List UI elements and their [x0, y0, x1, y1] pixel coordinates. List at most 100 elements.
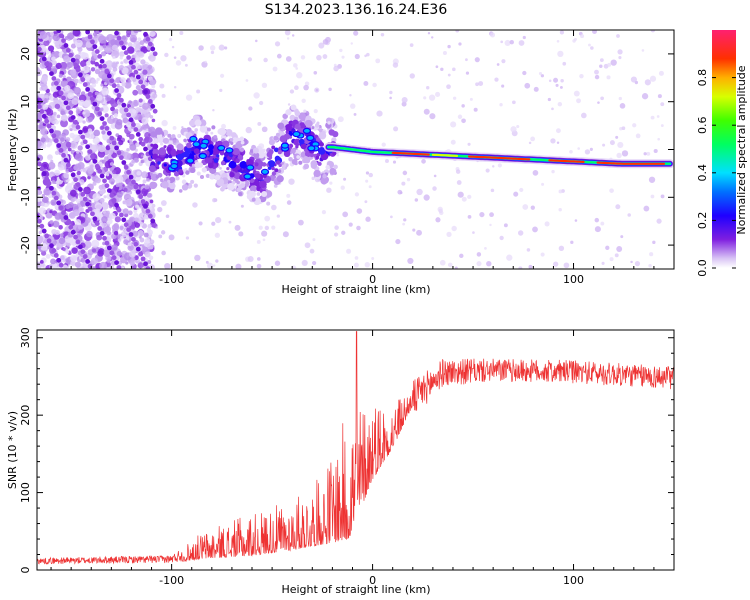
spectrogram-noise-blob	[296, 72, 303, 79]
spectrogram-alias-stripe	[97, 168, 103, 174]
spectrogram-noise-blob	[657, 137, 660, 141]
spectrogram-noise-blob	[258, 225, 263, 230]
spectrogram-noise-blob	[512, 100, 516, 105]
spectrogram-noise-blob	[497, 163, 502, 168]
spectrogram-noise-blob	[94, 66, 98, 70]
spectrogram-alias-stripe	[106, 130, 112, 136]
spectrogram-noise-blob	[107, 149, 114, 155]
spectrogram-noise-blob	[385, 158, 389, 163]
spectrogram-signal-blob	[282, 166, 286, 170]
spectrogram-signal-blob	[240, 161, 247, 168]
spectrogram-noise-blob	[127, 42, 133, 48]
spectrogram-alias-stripe	[75, 182, 81, 187]
spectrogram-signal-blob	[177, 133, 181, 137]
spectrogram-noise-blob	[76, 170, 81, 176]
spectrogram-noise-blob	[198, 45, 204, 51]
spectrogram-noise-blob	[556, 141, 560, 144]
spectrogram-noise-blob	[304, 242, 311, 249]
spectrogram-alias-stripe	[150, 103, 156, 109]
spectrogram-signal-blob	[158, 147, 167, 156]
spectrogram-noise-blob	[256, 240, 261, 244]
spectrogram-noise-blob	[474, 57, 480, 63]
spectrogram-alias-stripe	[53, 253, 59, 258]
spectrogram-alias-stripe	[75, 124, 81, 130]
spectrogram-noise-blob	[516, 125, 520, 129]
spectrogram-alias-stripe	[111, 197, 117, 203]
spectrogram-noise-blob	[573, 90, 580, 97]
spectrogram-noise-blob	[46, 143, 51, 148]
spectrogram-noise-blob	[192, 202, 198, 208]
spectrogram-signal-blob	[319, 142, 324, 147]
spectrogram-alias-stripe	[73, 177, 78, 183]
spectrogram-alias-stripe	[116, 35, 122, 41]
spectrogram-noise-blob	[426, 86, 430, 90]
spectrogram-alias-stripe	[80, 134, 86, 140]
spectrogram-signal-blob	[282, 113, 288, 120]
spectrogram-alias-stripe	[116, 207, 122, 213]
spectrogram-noise-blob	[129, 34, 138, 43]
spectrogram-noise-blob	[634, 261, 641, 267]
spectrogram-alias-stripe	[56, 257, 62, 263]
spectrogram-alias-stripe	[90, 154, 95, 159]
spectrogram-noise-blob	[160, 230, 166, 235]
spectrogram-noise-blob	[614, 253, 619, 258]
spectrogram-signal-blob	[274, 155, 281, 162]
spectrogram-noise-blob	[59, 255, 65, 260]
spectrogram-noise-blob	[54, 103, 61, 109]
spectrogram-noise-blob	[98, 70, 106, 79]
spectrogram-noise-blob	[67, 201, 74, 208]
spectrogram-noise-blob	[291, 34, 295, 37]
spectrogram-noise-blob	[289, 114, 296, 121]
spectrogram-noise-blob	[138, 98, 143, 103]
spectrogram-noise-blob	[627, 213, 631, 217]
spectrogram-noise-blob	[90, 257, 98, 265]
spectrogram-noise-blob	[553, 77, 559, 83]
spectrogram-alias-stripe	[97, 111, 103, 117]
spectrogram-alias-stripe	[94, 49, 100, 54]
spectrogram-alias-stripe	[85, 201, 91, 207]
spectrogram-noise-blob	[70, 69, 77, 76]
spectrogram-signal-blob	[317, 147, 326, 155]
spectrogram-noise-blob	[175, 60, 182, 66]
spectrogram-noise-blob	[228, 220, 232, 224]
spectrogram-alias-stripe	[49, 128, 54, 134]
spectrogram-alias-stripe	[94, 106, 100, 112]
spectrogram-alias-stripe	[78, 129, 83, 135]
spectrogram-signal-blob	[240, 140, 245, 145]
spectrogram-signal-blob	[251, 197, 256, 202]
spectrogram-noise-blob	[60, 119, 68, 128]
spectrogram-alias-stripe	[85, 144, 91, 150]
spectrogram-ytick-label-1: -10	[19, 188, 32, 206]
spectrogram-alias-stripe	[106, 245, 112, 251]
spectrogram-signal-blob	[208, 144, 214, 150]
spectrogram-alias-stripe	[85, 30, 91, 35]
spectrogram-noise-blob	[103, 195, 107, 199]
spectrogram-noise-blob	[476, 261, 482, 267]
spectrogram-noise-blob	[184, 63, 188, 67]
spectrogram-noise-blob	[100, 83, 104, 87]
spectrogram-noise-blob	[128, 250, 136, 258]
spectrogram-noise-blob	[574, 219, 578, 222]
spectrogram-noise-blob	[137, 262, 144, 269]
spectrogram-signal-blob	[300, 143, 307, 150]
spectrogram-noise-blob	[366, 52, 370, 57]
spectrogram-noise-blob	[446, 231, 452, 237]
spectrogram-signal-blob	[218, 127, 227, 136]
spectrogram-noise-blob	[336, 153, 340, 157]
spectrogram-noise-blob	[49, 139, 53, 143]
spectrogram-alias-stripe	[135, 189, 141, 195]
snr-ytick-label-1: 100	[19, 482, 32, 503]
spectrogram-noise-blob	[518, 40, 525, 46]
spectrogram-noise-blob	[77, 161, 85, 170]
spectrogram-alias-stripe	[138, 251, 144, 257]
spectrogram-alias-stripe	[133, 241, 139, 247]
spectrogram-noise-blob	[51, 60, 57, 66]
spectrogram-noise-blob	[489, 223, 492, 227]
spectrogram-noise-blob	[489, 212, 494, 218]
spectrogram-signal-blob	[156, 133, 163, 140]
spectrogram-noise-blob	[473, 107, 478, 112]
spectrogram-noise-blob	[196, 89, 201, 94]
spectrogram-signal-blob	[311, 126, 315, 130]
spectrogram-noise-blob	[365, 179, 369, 183]
spectrogram-signal-blob	[257, 150, 266, 159]
